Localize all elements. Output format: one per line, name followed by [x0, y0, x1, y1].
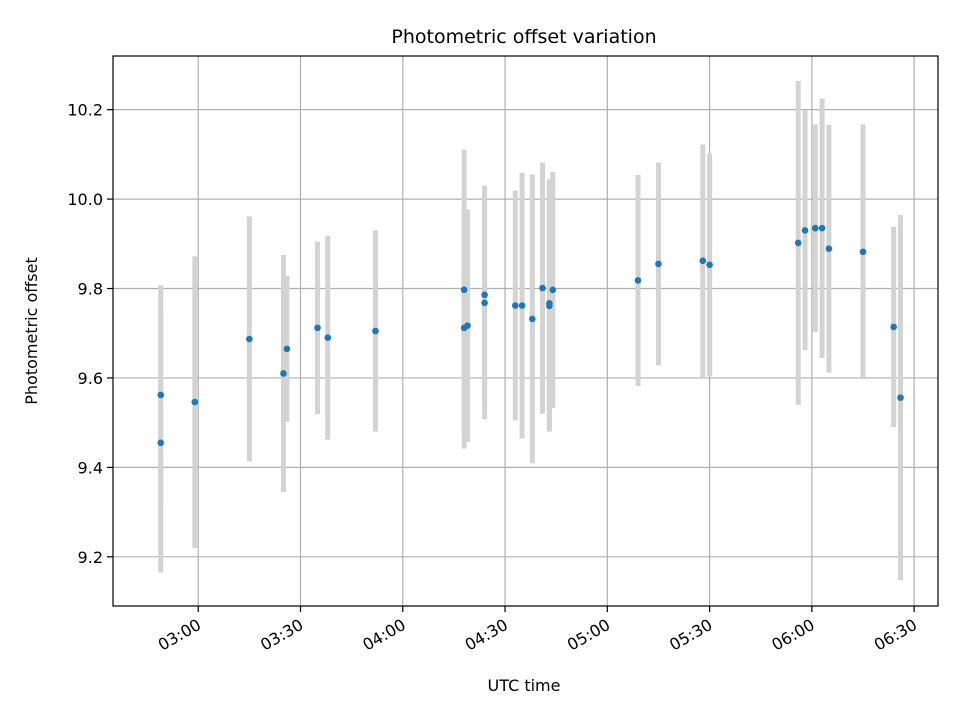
chart-title: Photometric offset variation [391, 26, 656, 48]
x-tick-label: 05:00 [564, 615, 613, 655]
x-tick-label: 06:30 [871, 615, 920, 655]
data-point [890, 323, 897, 331]
data-point [518, 302, 526, 309]
plot-area-frame [112, 55, 939, 607]
x-tick-label: 04:00 [359, 615, 408, 655]
x-axis-label: UTC time [488, 676, 561, 695]
data-point [655, 260, 662, 268]
data-point [549, 286, 557, 294]
data-point [546, 299, 553, 307]
data-point [699, 257, 707, 265]
data-point [314, 324, 321, 332]
y-tick-label: 9.8 [78, 280, 103, 299]
data-point [529, 315, 536, 323]
y-tick-label: 10.0 [67, 190, 103, 209]
data-point [157, 391, 165, 399]
data-point [811, 224, 819, 232]
x-tick-label: 06:00 [768, 615, 817, 655]
data-point [157, 439, 165, 447]
data-point [511, 302, 519, 309]
data-point [191, 398, 199, 406]
data-point [897, 394, 904, 401]
data-point [859, 248, 867, 256]
data-point [818, 224, 826, 232]
data-point [464, 322, 471, 329]
y-tick-label: 9.6 [78, 369, 103, 388]
data-point [539, 284, 546, 292]
data-point [801, 227, 809, 234]
data-point [634, 277, 642, 284]
data-point [372, 327, 379, 335]
error-bars [158, 81, 903, 581]
data-point [324, 334, 332, 342]
data-point [706, 261, 713, 269]
data-point [481, 299, 488, 307]
data-point [481, 291, 488, 299]
data-point [794, 239, 802, 247]
data-points [157, 224, 904, 447]
x-tick-label: 04:30 [462, 615, 511, 655]
data-point [246, 335, 253, 343]
data-point [825, 245, 833, 253]
x-tick-label: 05:30 [666, 615, 715, 655]
x-tick-label: 03:30 [257, 615, 306, 655]
data-point [460, 286, 468, 294]
data-point [280, 370, 287, 377]
x-tick-label: 03:00 [155, 615, 204, 655]
data-point [283, 345, 291, 353]
y-tick-label: 10.2 [67, 101, 103, 120]
y-axis-label: Photometric offset [22, 257, 41, 405]
y-tick-label: 9.2 [78, 548, 103, 567]
y-tick-label: 9.4 [78, 458, 103, 477]
